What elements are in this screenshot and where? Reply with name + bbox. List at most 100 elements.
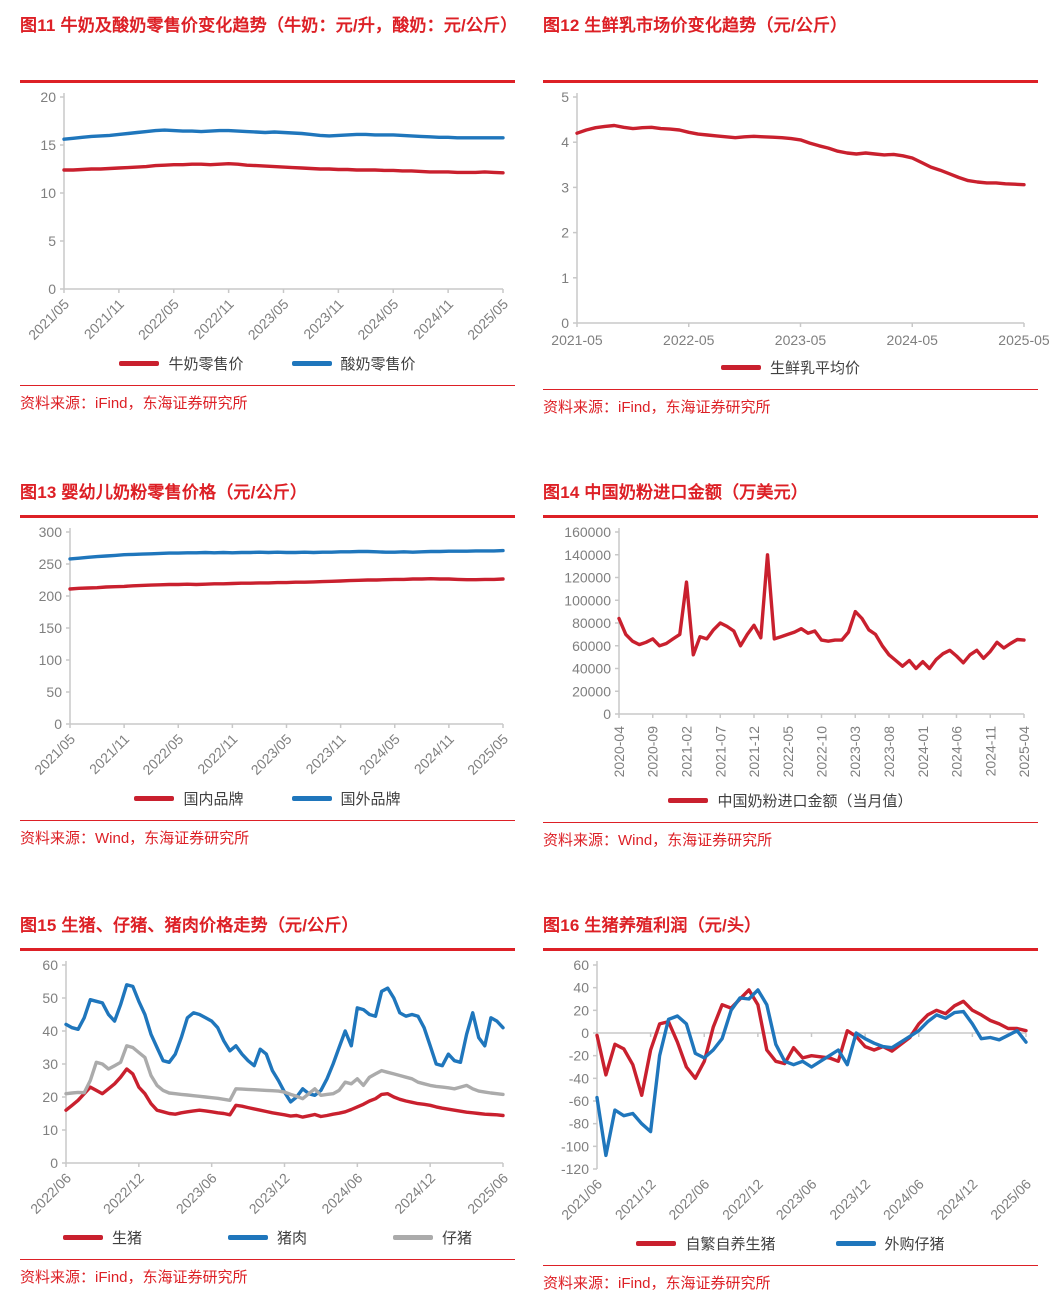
svg-text:-60: -60 xyxy=(569,1093,589,1109)
legend-label: 国外品牌 xyxy=(340,791,401,808)
figure-16-legend: 自繁自养生猪 外购仔猪 xyxy=(543,1231,1038,1257)
figure-15-legend: 生猪 猪肉 仔猪 xyxy=(20,1225,515,1251)
svg-text:2022/11: 2022/11 xyxy=(194,730,241,777)
svg-text:200: 200 xyxy=(39,588,63,604)
figure-12-title-rule xyxy=(543,80,1038,83)
legend-swatch-line xyxy=(119,361,160,366)
svg-text:5: 5 xyxy=(561,89,569,105)
figure-16-source-rule xyxy=(543,1264,1038,1266)
figure-row-3: 图15 生猪、仔猪、猪肉价格走势（元/公斤） 0 10 20 30 40 50 60 2022… xyxy=(20,910,1038,1293)
svg-text:20: 20 xyxy=(573,1002,589,1018)
legend-label: 中国奶粉进口金额（当月值） xyxy=(717,793,913,810)
svg-text:10: 10 xyxy=(40,185,56,201)
svg-text:2021/12: 2021/12 xyxy=(612,1175,659,1222)
svg-text:2021-02: 2021-02 xyxy=(679,725,695,777)
svg-text:-40: -40 xyxy=(569,1070,589,1086)
figure-12-source-note: 资料来源：iFind，东海证券研究所 xyxy=(543,399,771,416)
svg-text:2024-06: 2024-06 xyxy=(948,725,964,777)
legend-swatch-line xyxy=(636,1241,677,1246)
svg-text:2020-09: 2020-09 xyxy=(645,725,661,777)
svg-text:2024/06: 2024/06 xyxy=(880,1175,927,1222)
legend-swatch-line xyxy=(291,361,332,366)
svg-text:2021/05: 2021/05 xyxy=(31,730,78,777)
svg-text:0: 0 xyxy=(48,281,56,297)
svg-text:2024-05: 2024-05 xyxy=(887,332,939,348)
svg-text:15: 15 xyxy=(40,137,56,153)
figure-15-source-rule xyxy=(20,1258,515,1260)
svg-text:20: 20 xyxy=(42,1089,58,1105)
legend-item: 酸奶零售价 xyxy=(291,353,416,374)
svg-text:2023/11: 2023/11 xyxy=(300,295,347,342)
svg-text:100000: 100000 xyxy=(564,592,611,608)
svg-text:2024/11: 2024/11 xyxy=(410,295,457,342)
legend-label: 外购仔猪 xyxy=(884,1236,945,1253)
legend-label: 生鲜乳平均价 xyxy=(769,360,860,377)
legend-label: 酸奶零售价 xyxy=(340,356,416,373)
figure-12-title: 图12 生鲜乳市场价变化趋势（元/公斤） xyxy=(543,16,848,35)
figure-15-source-note: 资料来源：iFind，东海证券研究所 xyxy=(20,1269,248,1286)
figure-13: 图13 婴幼儿奶粉零售价格（元/公斤） 0 50 100 150 200 250 300 20… xyxy=(20,477,515,850)
svg-text:150: 150 xyxy=(39,620,63,636)
figure-11-title-rule xyxy=(20,80,515,83)
svg-text:2022/05: 2022/05 xyxy=(139,730,186,777)
svg-text:0: 0 xyxy=(581,1025,589,1041)
figure-12-legend: 生鲜乳平均价 xyxy=(543,355,1038,381)
figure-16: 图16 生猪养殖利润（元/头） -120 -100 -80 -60 -40 -20 0 20 4… xyxy=(543,910,1038,1293)
figure-13-title-rule xyxy=(20,515,515,518)
figure-11-source-rule xyxy=(20,384,515,386)
svg-text:0: 0 xyxy=(50,1155,58,1171)
legend-swatch-line xyxy=(291,796,332,801)
figure-15-title: 图15 生猪、仔猪、猪肉价格走势（元/公斤） xyxy=(20,916,359,935)
svg-text:2022-10: 2022-10 xyxy=(814,725,830,777)
legend-item: 猪肉 xyxy=(227,1227,307,1248)
legend-label: 生猪 xyxy=(111,1230,142,1247)
figure-11-legend: 牛奶零售价 酸奶零售价 xyxy=(20,351,515,377)
svg-text:20000: 20000 xyxy=(572,683,611,699)
figure-14-source-note: 资料来源：Wind，东海证券研究所 xyxy=(543,832,773,849)
svg-text:2022/12: 2022/12 xyxy=(100,1169,147,1216)
svg-text:20: 20 xyxy=(40,89,56,105)
svg-text:40: 40 xyxy=(573,979,589,995)
legend-item: 牛奶零售价 xyxy=(119,353,244,374)
svg-text:2021-12: 2021-12 xyxy=(746,725,762,777)
svg-text:60: 60 xyxy=(42,957,58,973)
svg-text:4: 4 xyxy=(561,134,569,150)
svg-text:2024/06: 2024/06 xyxy=(318,1169,365,1216)
svg-text:2024-01: 2024-01 xyxy=(915,725,931,777)
svg-text:2021-05: 2021-05 xyxy=(551,332,603,348)
legend-swatch-line xyxy=(835,1241,876,1246)
svg-text:2024/12: 2024/12 xyxy=(391,1169,438,1216)
figure-15: 图15 生猪、仔猪、猪肉价格走势（元/公斤） 0 10 20 30 40 50 60 2022… xyxy=(20,910,515,1293)
svg-text:2024-11: 2024-11 xyxy=(982,725,998,776)
svg-text:2021/11: 2021/11 xyxy=(86,730,133,777)
svg-text:2023-03: 2023-03 xyxy=(847,725,863,777)
svg-text:-80: -80 xyxy=(569,1115,589,1131)
svg-text:140000: 140000 xyxy=(564,546,611,562)
svg-text:2025/06: 2025/06 xyxy=(464,1169,511,1216)
svg-text:2023/12: 2023/12 xyxy=(826,1175,873,1222)
svg-text:30: 30 xyxy=(42,1056,58,1072)
figure-13-source-rule xyxy=(20,819,515,821)
svg-text:40: 40 xyxy=(42,1023,58,1039)
legend-item: 生猪 xyxy=(62,1227,142,1248)
svg-text:50: 50 xyxy=(42,990,58,1006)
svg-text:120000: 120000 xyxy=(564,569,611,585)
figure-14-title: 图14 中国奶粉进口金额（万美元） xyxy=(543,483,809,502)
figure-16-line-chart: -120 -100 -80 -60 -40 -20 0 20 40 60 2021/06 2021/1… xyxy=(558,957,1034,1223)
figure-13-title: 图13 婴幼儿奶粉零售价格（元/公斤） xyxy=(20,483,308,502)
svg-text:2021/11: 2021/11 xyxy=(81,295,128,342)
svg-text:2022-05: 2022-05 xyxy=(780,725,796,777)
svg-text:3: 3 xyxy=(561,179,569,195)
svg-text:2025-05: 2025-05 xyxy=(998,332,1050,348)
legend-item: 国内品牌 xyxy=(134,788,244,809)
svg-text:10: 10 xyxy=(42,1122,58,1138)
figure-14-title-rule xyxy=(543,515,1038,518)
svg-text:5: 5 xyxy=(48,233,56,249)
legend-label: 国内品牌 xyxy=(183,791,244,808)
figure-11-title: 图11 牛奶及酸奶零售价变化趋势（牛奶：元/升，酸奶：元/公斤） xyxy=(20,16,518,35)
figure-14: 图14 中国奶粉进口金额（万美元） 0 20000 40000 60000 80000 1… xyxy=(543,477,1038,850)
svg-text:160000: 160000 xyxy=(564,524,611,540)
